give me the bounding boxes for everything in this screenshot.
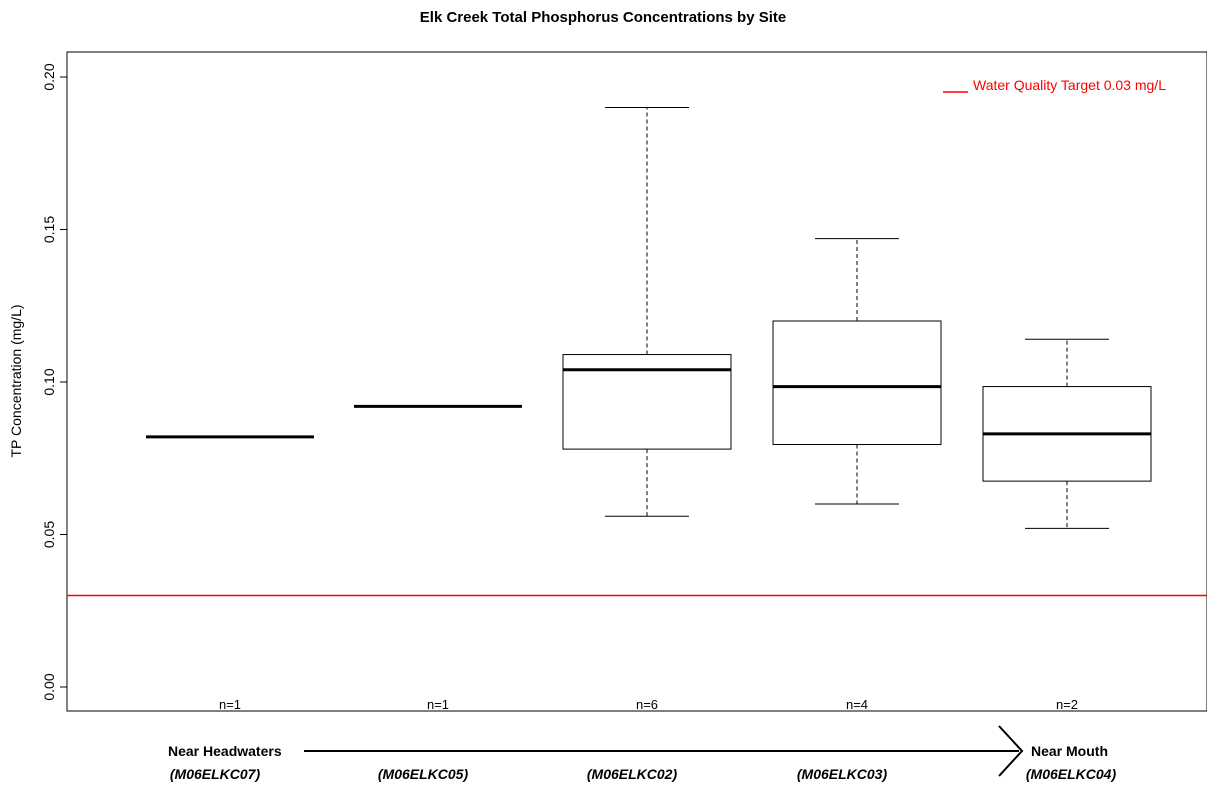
y-tick-label: 0.10 bbox=[41, 368, 57, 395]
site-label: (M06ELKC05) bbox=[378, 766, 469, 782]
chart-title: Elk Creek Total Phosphorus Concentration… bbox=[420, 9, 786, 26]
sample-size-label: n=2 bbox=[1056, 697, 1078, 712]
site-label: (M06ELKC03) bbox=[797, 766, 888, 782]
y-tick-label: 0.15 bbox=[41, 216, 57, 243]
box-1: n=1 (M06ELKC07) bbox=[146, 435, 314, 782]
box-4: n=4 (M06ELKC03) bbox=[772, 238, 942, 782]
y-axis-label: TP Concentration (mg/L) bbox=[8, 304, 24, 457]
legend: Water Quality Target 0.03 mg/L bbox=[943, 77, 1166, 93]
sample-size-label: n=4 bbox=[846, 697, 868, 712]
y-tick-label: 0.05 bbox=[41, 521, 57, 548]
legend-label: Water Quality Target 0.03 mg/L bbox=[973, 77, 1166, 93]
site-label: (M06ELKC04) bbox=[1026, 766, 1117, 782]
y-axis: 0.00 0.05 0.10 0.15 0.20 bbox=[41, 63, 67, 701]
box-5: n=2 (M06ELKC04) bbox=[982, 338, 1152, 782]
y-tick-label: 0.00 bbox=[41, 673, 57, 700]
site-label: (M06ELKC02) bbox=[587, 766, 678, 782]
sample-size-label: n=1 bbox=[219, 697, 241, 712]
y-tick-label: 0.20 bbox=[41, 63, 57, 90]
iqr-box bbox=[562, 354, 732, 450]
iqr-box bbox=[772, 320, 942, 446]
site-label: (M06ELKC07) bbox=[170, 766, 261, 782]
flow-arrow-head bbox=[998, 725, 1024, 777]
flow-end-label: Near Mouth bbox=[1031, 743, 1108, 759]
boxes-group: n=1 (M06ELKC07) n=1 (M06ELKC05) n=6 (M06ELKC0… bbox=[146, 107, 1152, 782]
plot-frame bbox=[66, 51, 1207, 712]
box-2: n=1 (M06ELKC05) bbox=[354, 404, 522, 782]
flow-arrow bbox=[304, 725, 1024, 777]
box-3: n=6 (M06ELKC02) bbox=[562, 107, 732, 782]
sample-size-label: n=1 bbox=[427, 697, 449, 712]
sample-size-label: n=6 bbox=[636, 697, 658, 712]
flow-start-label: Near Headwaters bbox=[168, 743, 282, 759]
